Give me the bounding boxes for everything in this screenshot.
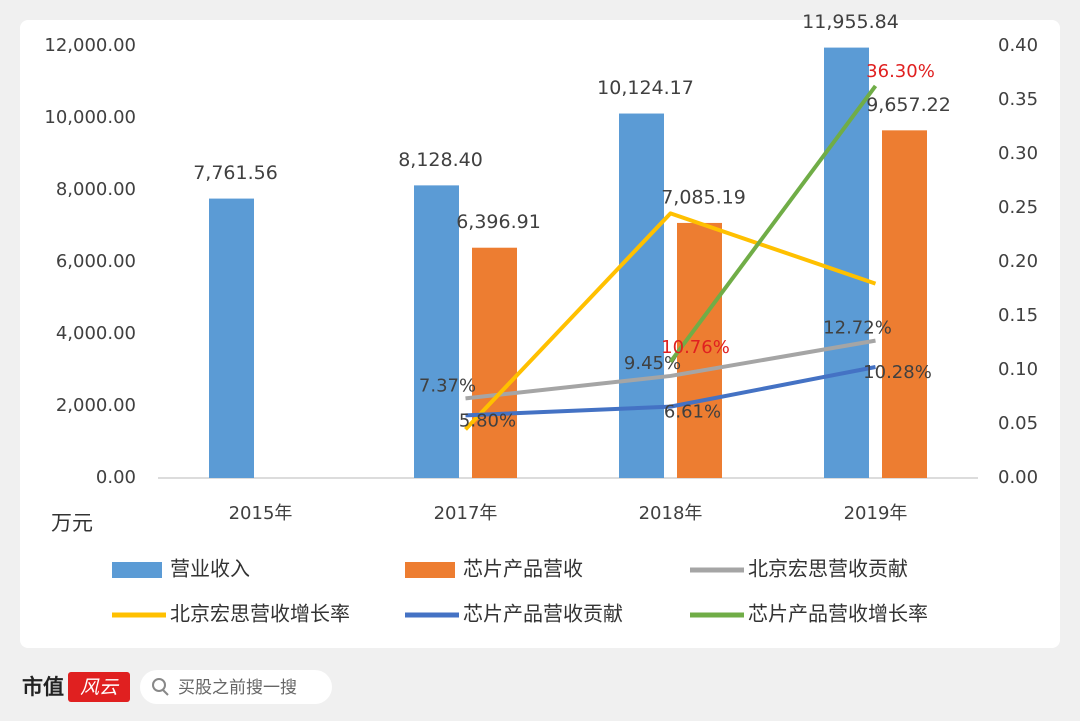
bar — [882, 130, 927, 478]
data-label: 9,657.22 — [866, 94, 951, 116]
bar — [472, 247, 517, 478]
data-label: 10.76% — [661, 337, 730, 358]
data-label: 6.61% — [664, 402, 721, 423]
data-label: 10,124.17 — [597, 77, 694, 99]
line — [465, 365, 876, 418]
logo: 风云 — [80, 677, 120, 699]
y-tick-label: 0.00 — [96, 467, 136, 488]
data-label: 6,396.91 — [456, 211, 541, 233]
y2-tick-label: 0.10 — [998, 359, 1038, 380]
y-tick-label: 10,000.00 — [44, 107, 136, 128]
legend-label: 营业收入 — [170, 557, 250, 581]
y2-tick-label: 0.40 — [998, 35, 1038, 56]
bar — [824, 47, 869, 479]
logo-box — [68, 672, 130, 702]
y-axis-label: 万元 — [51, 511, 93, 535]
y2-tick-label: 0.20 — [998, 251, 1038, 272]
y2-tick-label: 0.30 — [998, 143, 1038, 164]
x-tick-label: 2019年 — [844, 503, 908, 524]
data-label: 8,128.40 — [398, 149, 483, 171]
bar — [209, 198, 254, 478]
search-placeholder: 买股之前搜一搜 — [178, 678, 297, 698]
y2-tick-label: 0.35 — [998, 89, 1038, 110]
y2-tick-label: 0.00 — [998, 467, 1038, 488]
line — [465, 338, 876, 401]
data-label: 7,085.19 — [661, 186, 746, 208]
brand: 市值 — [22, 675, 64, 699]
data-label: 11,955.84 — [802, 11, 899, 33]
legend-label: 芯片产品营收增长率 — [748, 602, 928, 626]
search-box[interactable] — [140, 670, 332, 704]
bar — [414, 185, 459, 478]
y2-tick-label: 0.05 — [998, 413, 1038, 434]
y-tick-label: 12,000.00 — [44, 35, 136, 56]
legend-label: 北京宏思营收贡献 — [748, 557, 908, 581]
search-icon — [152, 678, 166, 692]
data-label: 36.30% — [866, 61, 935, 82]
y-tick-label: 2,000.00 — [56, 395, 136, 416]
data-label: 9.45% — [624, 353, 681, 374]
data-label: 5.80% — [459, 410, 516, 431]
bar — [677, 222, 722, 478]
legend-swatch — [405, 562, 455, 578]
bar — [619, 113, 664, 478]
data-label: 12.72% — [823, 318, 892, 339]
search-icon-handle — [162, 689, 169, 696]
y-tick-label: 4,000.00 — [56, 323, 136, 344]
legend-label: 北京宏思营收增长率 — [170, 602, 350, 626]
legend-label: 芯片产品营收贡献 — [463, 602, 623, 626]
data-label: 7.37% — [419, 375, 476, 396]
legend-swatch — [112, 562, 162, 578]
y2-tick-label: 0.15 — [998, 305, 1038, 326]
chart-card — [20, 20, 1060, 648]
data-label: 7,761.56 — [193, 162, 278, 184]
x-tick-label: 2015年 — [229, 503, 293, 524]
legend-label: 芯片产品营收 — [463, 557, 583, 581]
y2-tick-label: 0.25 — [998, 197, 1038, 218]
y-tick-label: 6,000.00 — [56, 251, 136, 272]
line — [464, 211, 877, 431]
line — [668, 84, 878, 363]
x-tick-label: 2018年 — [639, 503, 703, 524]
x-tick-label: 2017年 — [434, 503, 498, 524]
data-label: 10.28% — [863, 362, 932, 383]
y-tick-label: 8,000.00 — [56, 179, 136, 200]
